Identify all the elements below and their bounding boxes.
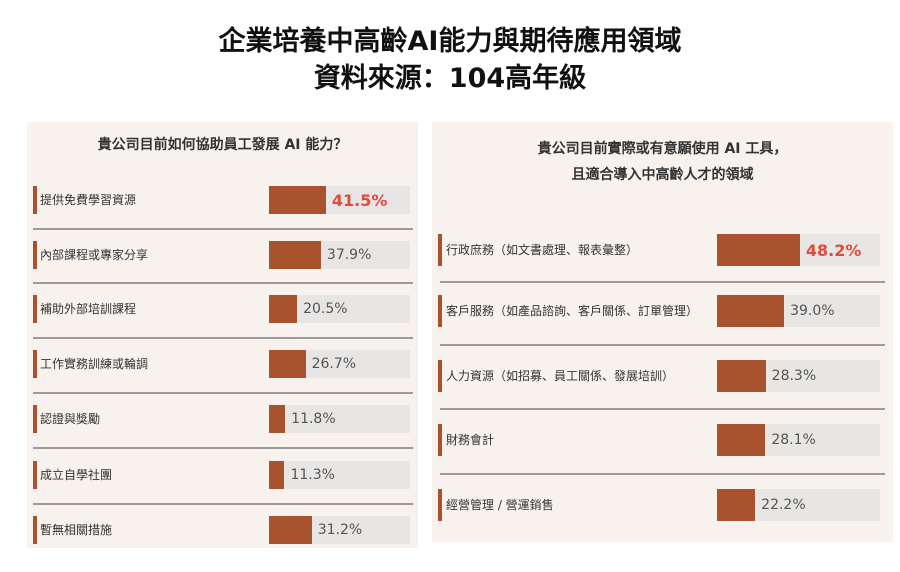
bar-track: 31.2% xyxy=(269,516,410,544)
value-label: 11.8% xyxy=(291,411,336,427)
bar-fill xyxy=(269,295,298,323)
panel-title-line2: 且適合導入中高齡人才的領域 xyxy=(571,167,754,183)
row-marker xyxy=(33,241,37,269)
row-divider xyxy=(440,473,885,475)
value-label: 31.2% xyxy=(317,522,363,538)
bar-track: 37.9% xyxy=(269,241,410,269)
bar-fill xyxy=(717,234,800,266)
bar-row: 補助外部培訓課程 20.5% xyxy=(27,295,418,323)
bar-row: 成立自學社團 11.3% xyxy=(27,461,418,489)
bar-row: 工作實務訓練或輪調 26.7% xyxy=(27,350,418,378)
bar-fill xyxy=(717,489,756,521)
bar-track: 39.0% xyxy=(717,295,880,327)
category-label: 客戶服務（如產品諮詢、客戶關係、訂單管理） xyxy=(446,304,699,318)
row-divider xyxy=(440,408,885,410)
row-marker xyxy=(438,489,442,521)
category-label: 經營管理 / 營運銷售 xyxy=(446,498,554,512)
bar-fill xyxy=(269,516,312,544)
category-label: 財務會計 xyxy=(446,433,495,447)
bar-fill xyxy=(717,360,766,392)
bar-row: 認證與獎勵 11.8% xyxy=(27,405,418,433)
bar-track: 11.8% xyxy=(269,405,410,433)
row-divider xyxy=(33,228,413,230)
row-divider xyxy=(440,344,885,346)
bar-row: 暫無相關措施 31.2% xyxy=(27,516,418,544)
category-label: 行政庶務（如文書處理、報表彙整） xyxy=(446,243,639,257)
row-marker xyxy=(438,234,442,266)
row-divider xyxy=(33,503,413,505)
bar-track: 22.2% xyxy=(717,489,880,521)
value-label: 48.2% xyxy=(805,240,862,260)
bar-row: 經營管理 / 營運銷售 22.2% xyxy=(432,489,893,521)
value-label: 28.1% xyxy=(771,432,816,448)
row-marker xyxy=(33,186,37,214)
category-label: 補助外部培訓課程 xyxy=(40,302,137,316)
bar-row: 提供免費學習資源 41.5% xyxy=(27,186,418,214)
bar-track: 11.3% xyxy=(269,461,410,489)
panel-title: 貴公司目前如何協助員工發展 AI 能力？ xyxy=(97,137,348,153)
bar-fill xyxy=(269,405,286,433)
row-divider xyxy=(440,281,885,283)
ai-support-panel: 貴公司目前如何協助員工發展 AI 能力？ 提供免費學習資源 41.5% 內部課程或專… xyxy=(27,122,418,548)
bar-track: 48.2% xyxy=(717,234,880,266)
row-divider xyxy=(33,447,413,449)
ai-application-panel: 貴公司目前實際或有意願使用 AI 工具， 且適合導入中高齡人才的領域 行政庶務（… xyxy=(432,122,893,542)
category-label: 人力資源（如招募、員工關係、發展培訓） xyxy=(446,369,675,383)
bar-fill xyxy=(269,350,306,378)
value-label: 28.3% xyxy=(771,368,817,384)
row-marker xyxy=(438,360,442,392)
value-label: 22.2% xyxy=(761,497,806,513)
row-marker xyxy=(438,424,442,456)
value-label: 41.5% xyxy=(331,190,388,210)
panel-title: 貴公司目前實際或有意願使用 AI 工具， xyxy=(537,141,788,157)
bar-track: 20.5% xyxy=(269,295,410,323)
category-label: 提供免費學習資源 xyxy=(40,193,137,207)
bar-fill xyxy=(269,461,285,489)
bar-fill xyxy=(269,241,321,269)
value-label: 37.9% xyxy=(326,247,372,263)
row-divider xyxy=(33,337,413,339)
value-label: 11.3% xyxy=(290,467,335,483)
bar-row: 內部課程或專家分享 37.9% xyxy=(27,241,418,269)
value-label: 26.7% xyxy=(311,356,357,372)
category-label: 工作實務訓練或輪調 xyxy=(40,357,149,371)
row-marker xyxy=(33,350,37,378)
bar-fill xyxy=(717,295,785,327)
category-label: 暫無相關措施 xyxy=(40,523,113,537)
category-label: 認證與獎勵 xyxy=(40,412,101,426)
bar-fill xyxy=(717,424,766,456)
row-divider xyxy=(33,282,413,284)
row-marker xyxy=(33,516,37,544)
row-marker xyxy=(33,461,37,489)
main-title: 企業培養中高齡AI能力與期待應用領域 xyxy=(218,26,682,57)
bar-track: 26.7% xyxy=(269,350,410,378)
bar-row: 財務會計 28.1% xyxy=(432,424,893,456)
bar-row: 行政庶務（如文書處理、報表彙整） 48.2% xyxy=(432,234,893,266)
bar-fill xyxy=(269,186,326,214)
bar-row: 人力資源（如招募、員工關係、發展培訓） 28.3% xyxy=(432,360,893,392)
category-label: 內部課程或專家分享 xyxy=(40,248,149,262)
bar-track: 28.3% xyxy=(717,360,880,392)
row-marker xyxy=(33,295,37,323)
value-label: 39.0% xyxy=(790,303,835,319)
row-marker xyxy=(33,405,37,433)
category-label: 成立自學社團 xyxy=(40,468,113,482)
row-divider xyxy=(33,392,413,394)
bar-track: 41.5% xyxy=(269,186,410,214)
bar-row: 客戶服務（如產品諮詢、客戶關係、訂單管理） 39.0% xyxy=(432,295,893,327)
source-subtitle: 資料來源：104高年級 xyxy=(313,63,587,94)
bar-track: 28.1% xyxy=(717,424,880,456)
row-marker xyxy=(438,295,442,327)
value-label: 20.5% xyxy=(303,301,348,317)
